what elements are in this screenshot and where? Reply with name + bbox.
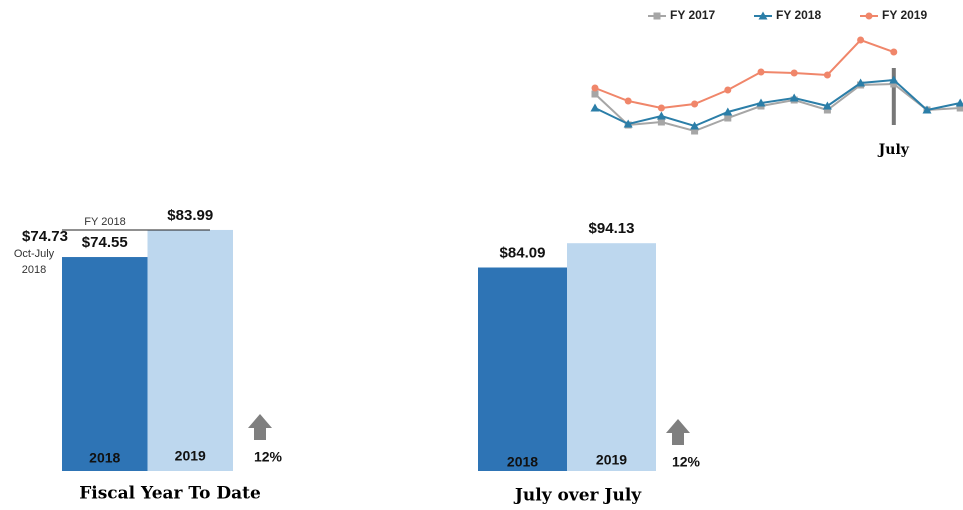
data-label: $83.99 — [167, 207, 213, 224]
series-point — [757, 68, 765, 76]
series-point — [789, 93, 799, 102]
series-point — [890, 48, 898, 56]
legend-label: FY 2019 — [882, 8, 927, 22]
chart-title: Fiscal Year To Date — [79, 484, 261, 504]
annotation: Oct-July — [14, 248, 55, 260]
reference-label: FY 2018 — [84, 216, 125, 228]
series-point — [823, 71, 831, 79]
bar — [478, 267, 567, 471]
legend-label: FY 2018 — [776, 8, 821, 22]
series-point — [591, 90, 599, 98]
series-point — [657, 104, 665, 112]
category-label: 2019 — [175, 448, 206, 464]
up-arrow — [666, 419, 690, 445]
series-point — [955, 98, 963, 107]
category-label: 2018 — [89, 450, 120, 466]
annotation: 2018 — [22, 264, 46, 276]
series-point — [922, 105, 932, 114]
series-point — [623, 119, 633, 128]
series-point — [690, 121, 700, 130]
series-point — [956, 104, 963, 112]
up-arrow — [248, 414, 272, 440]
series-point — [691, 127, 699, 135]
legend-label: FY 2017 — [670, 8, 715, 22]
category-label: 2019 — [596, 452, 627, 468]
series-line — [594, 38, 895, 110]
series-point — [591, 84, 599, 92]
series-point — [590, 103, 600, 112]
x-tick-label: July — [877, 142, 910, 158]
series-point — [756, 98, 766, 107]
series-point — [823, 106, 831, 114]
category-label: 2018 — [507, 454, 538, 470]
chart-title: July over July — [513, 486, 642, 506]
data-label: $74.55 — [82, 234, 128, 251]
annotation: $74.73 — [22, 228, 68, 245]
series-line — [594, 82, 961, 133]
series-point — [857, 36, 865, 44]
series-point — [724, 86, 732, 94]
change-label: 12% — [672, 454, 701, 470]
bar — [147, 229, 233, 471]
legend-marker — [653, 12, 661, 20]
data-label: $94.13 — [589, 220, 635, 237]
series-point — [691, 100, 699, 108]
bar — [62, 257, 148, 471]
series-point — [856, 78, 866, 87]
series-point — [822, 101, 832, 110]
series-point — [889, 75, 899, 84]
series-point — [624, 97, 632, 105]
series-point — [890, 80, 898, 88]
series-point — [723, 107, 733, 116]
series-point — [724, 114, 732, 122]
change-label: 12% — [254, 449, 283, 465]
series-point — [790, 69, 798, 77]
series-point — [656, 111, 666, 120]
series-point — [657, 118, 665, 126]
data-label: $84.09 — [500, 244, 546, 261]
series-line — [594, 78, 961, 128]
legend-marker — [865, 12, 873, 20]
legend-marker — [758, 11, 768, 20]
bar — [567, 243, 656, 471]
